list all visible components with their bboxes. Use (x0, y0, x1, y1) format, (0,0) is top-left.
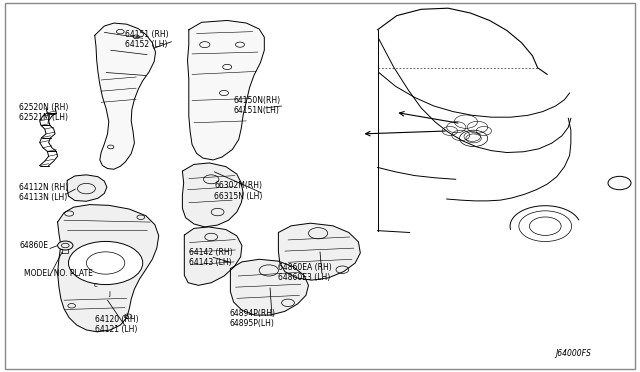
Circle shape (58, 241, 73, 250)
Text: 66315N (LH): 66315N (LH) (214, 192, 263, 201)
Text: J64000FS: J64000FS (556, 349, 591, 358)
Text: 62521M (LH): 62521M (LH) (19, 113, 68, 122)
Text: 64151 (RH): 64151 (RH) (125, 30, 168, 39)
Text: 64860EA (RH): 64860EA (RH) (278, 263, 332, 272)
Text: c: c (94, 282, 98, 288)
Polygon shape (184, 227, 242, 285)
Polygon shape (95, 23, 156, 169)
Text: 64895P(LH): 64895P(LH) (229, 319, 274, 328)
Text: 64120 (RH): 64120 (RH) (95, 315, 138, 324)
Text: 64113N (LH): 64113N (LH) (19, 193, 67, 202)
Polygon shape (278, 223, 360, 280)
Text: 64151N(LH): 64151N(LH) (234, 106, 280, 115)
Text: 64860E3 (LH): 64860E3 (LH) (278, 273, 331, 282)
Polygon shape (230, 259, 308, 315)
Text: 64150N(RH): 64150N(RH) (234, 96, 281, 105)
Polygon shape (58, 205, 159, 332)
Text: 64860E: 64860E (19, 241, 48, 250)
Text: j: j (108, 292, 110, 298)
Text: 66302M(RH): 66302M(RH) (214, 182, 262, 190)
Text: 64121 (LH): 64121 (LH) (95, 325, 137, 334)
Circle shape (68, 241, 143, 285)
Text: 64142 (RH): 64142 (RH) (189, 248, 232, 257)
Polygon shape (182, 163, 243, 227)
Text: 64894P(RH): 64894P(RH) (229, 309, 275, 318)
Text: 64112N (RH): 64112N (RH) (19, 183, 68, 192)
Text: 64143 (LH): 64143 (LH) (189, 258, 232, 267)
Text: MODEL NO. PLATE: MODEL NO. PLATE (24, 269, 93, 278)
Polygon shape (67, 175, 107, 201)
Text: 62520N (RH): 62520N (RH) (19, 103, 68, 112)
Circle shape (608, 176, 631, 190)
Polygon shape (188, 20, 264, 160)
Polygon shape (62, 248, 68, 253)
Text: 64152 (LH): 64152 (LH) (125, 40, 167, 49)
